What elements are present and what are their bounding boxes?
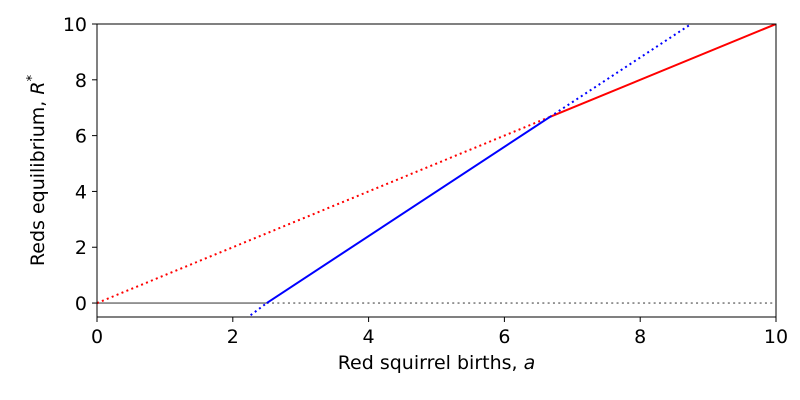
series-line-3 (549, 24, 776, 118)
series-line-5 (266, 116, 551, 304)
y-tick-label: 10 (63, 14, 87, 36)
plot-frame (96, 23, 777, 318)
x-tick-label: 10 (764, 326, 788, 348)
y-tick-label: 4 (75, 181, 87, 203)
x-tick-label: 8 (634, 326, 646, 348)
x-axis-label: Red squirrel births, a (338, 352, 536, 374)
y-tick-label: 0 (75, 293, 87, 315)
y-tick-label: 6 (75, 126, 87, 148)
y-axis-label: Reds equilibrium, R* (25, 74, 49, 266)
series-line-4 (246, 302, 268, 317)
series-line-6 (549, 24, 692, 118)
ticks-layer: 0 2 4 6 8 10 0 2 4 6 8 10 (63, 14, 788, 348)
series-line-2 (97, 115, 551, 304)
series-layer (97, 24, 776, 317)
x-tick-label: 0 (91, 326, 103, 348)
x-tick-label: 2 (227, 326, 239, 348)
x-tick-label: 6 (498, 326, 510, 348)
y-tick-label: 2 (75, 237, 87, 259)
x-tick-label: 4 (363, 326, 375, 348)
y-tick-label: 8 (75, 70, 87, 92)
